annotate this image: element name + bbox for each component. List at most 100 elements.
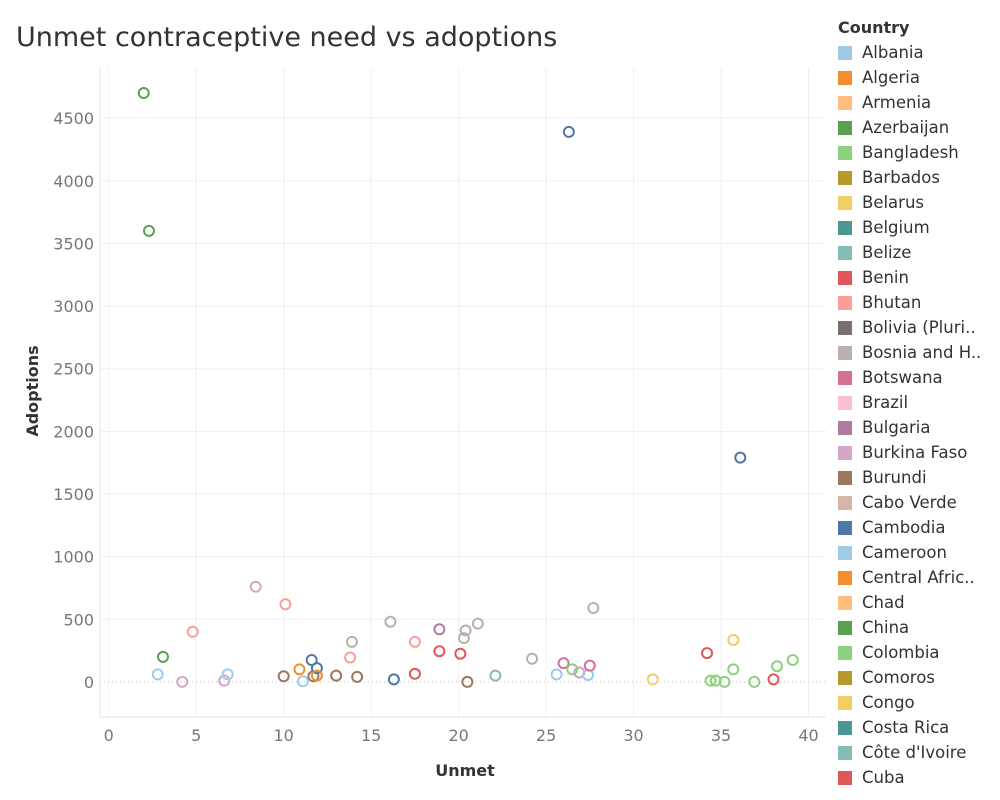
legend-item[interactable]: Colombia [838,640,1000,665]
legend-item[interactable]: Comoros [838,665,1000,690]
legend-item[interactable]: Cabo Verde [838,490,1000,515]
legend-swatch [838,570,852,585]
scatter-plot: 0 5 10 15 20 25 30 35 40 0 500 1000 1500 2000 2500 300… [23,68,826,780]
data-point[interactable] [176,675,189,688]
legend-label: Côte d'Ivoire [862,743,967,762]
data-point[interactable] [142,224,155,237]
data-point[interactable] [709,674,722,687]
legend-swatch [838,595,852,610]
legend-item[interactable]: Belgium [838,215,1000,240]
y-tick-label: 1000 [53,548,94,567]
y-axis-label: Adoptions [23,345,42,436]
legend-item[interactable]: Bhutan [838,290,1000,315]
data-point[interactable] [151,668,164,681]
data-point[interactable] [526,652,539,665]
data-point[interactable] [296,675,309,688]
data-point[interactable] [305,653,318,666]
data-point[interactable] [701,647,714,660]
legend-item[interactable]: Cuba [838,765,1000,790]
data-point[interactable] [767,673,780,686]
legend-item[interactable]: Belize [838,240,1000,265]
x-tick-label: 40 [798,726,818,745]
data-point[interactable] [734,451,747,464]
data-point[interactable] [310,662,323,675]
data-point[interactable] [587,601,600,614]
data-point[interactable] [330,669,343,682]
legend-item[interactable]: Armenia [838,90,1000,115]
legend-item[interactable]: Barbados [838,165,1000,190]
data-point[interactable] [459,624,472,637]
data-point[interactable] [704,674,717,687]
data-point[interactable] [771,660,784,673]
legend-swatch [838,745,852,760]
data-point[interactable] [583,659,596,672]
legend-item[interactable]: Azerbaijan [838,115,1000,140]
legend-item[interactable]: Bulgaria [838,415,1000,440]
legend-label: Central Afric.. [862,568,975,587]
y-tick-label: 3500 [53,234,94,253]
legend-swatch [838,220,852,235]
legend-item[interactable]: Costa Rica [838,715,1000,740]
legend-swatch [838,345,852,360]
legend-items: Albania Algeria Armenia Azerbaijan Banglades… [838,40,1000,790]
legend-item[interactable]: Burkina Faso [838,440,1000,465]
legend-label: Azerbaijan [862,118,950,137]
legend-item[interactable]: Brazil [838,390,1000,415]
legend-swatch [838,245,852,260]
data-point[interactable] [471,617,484,630]
data-point[interactable] [156,650,169,663]
legend-item[interactable]: Congo [838,690,1000,715]
legend-item[interactable]: Algeria [838,65,1000,90]
data-point[interactable] [489,669,502,682]
legend-item[interactable]: Burundi [838,465,1000,490]
data-point[interactable] [457,632,470,645]
data-point[interactable] [384,615,397,628]
data-point[interactable] [646,673,659,686]
legend-item[interactable]: Bolivia (Pluri.. [838,315,1000,340]
legend-item[interactable]: Belarus [838,190,1000,215]
data-point[interactable] [718,675,731,688]
data-point[interactable] [433,623,446,636]
legend-swatch [838,620,852,635]
legend-item[interactable]: China [838,615,1000,640]
data-point[interactable] [351,670,364,683]
data-point[interactable] [137,87,150,100]
legend-item[interactable]: Central Afric.. [838,565,1000,590]
data-point[interactable] [310,669,323,682]
data-point[interactable] [345,635,358,648]
data-point[interactable] [186,625,199,638]
data-point[interactable] [408,667,421,680]
data-point[interactable] [562,125,575,138]
data-point[interactable] [727,633,740,646]
data-point[interactable] [786,653,799,666]
data-point[interactable] [433,645,446,658]
data-point[interactable] [566,663,579,676]
legend-item[interactable]: Albania [838,40,1000,65]
data-point[interactable] [557,657,570,670]
legend-item[interactable]: Chad [838,590,1000,615]
data-point[interactable] [454,647,467,660]
data-point[interactable] [461,675,474,688]
data-point[interactable] [727,663,740,676]
gridlines [99,68,826,718]
data-point[interactable] [344,651,357,664]
data-point[interactable] [221,668,234,681]
legend-item[interactable]: Botswana [838,365,1000,390]
legend-item[interactable]: Cameroon [838,540,1000,565]
legend-swatch [838,720,852,735]
legend-item[interactable]: Bosnia and H.. [838,340,1000,365]
data-point[interactable] [387,673,400,686]
legend-item[interactable]: Cambodia [838,515,1000,540]
data-point[interactable] [293,663,306,676]
data-point[interactable] [218,674,231,687]
legend-item[interactable]: Côte d'Ivoire [838,740,1000,765]
data-point[interactable] [279,598,292,611]
data-point[interactable] [748,675,761,688]
data-point[interactable] [408,635,421,648]
data-point[interactable] [277,670,290,683]
data-point[interactable] [249,580,262,593]
legend-label: Algeria [862,68,920,87]
data-point[interactable] [550,668,563,681]
legend-item[interactable]: Benin [838,265,1000,290]
legend-item[interactable]: Bangladesh [838,140,1000,165]
